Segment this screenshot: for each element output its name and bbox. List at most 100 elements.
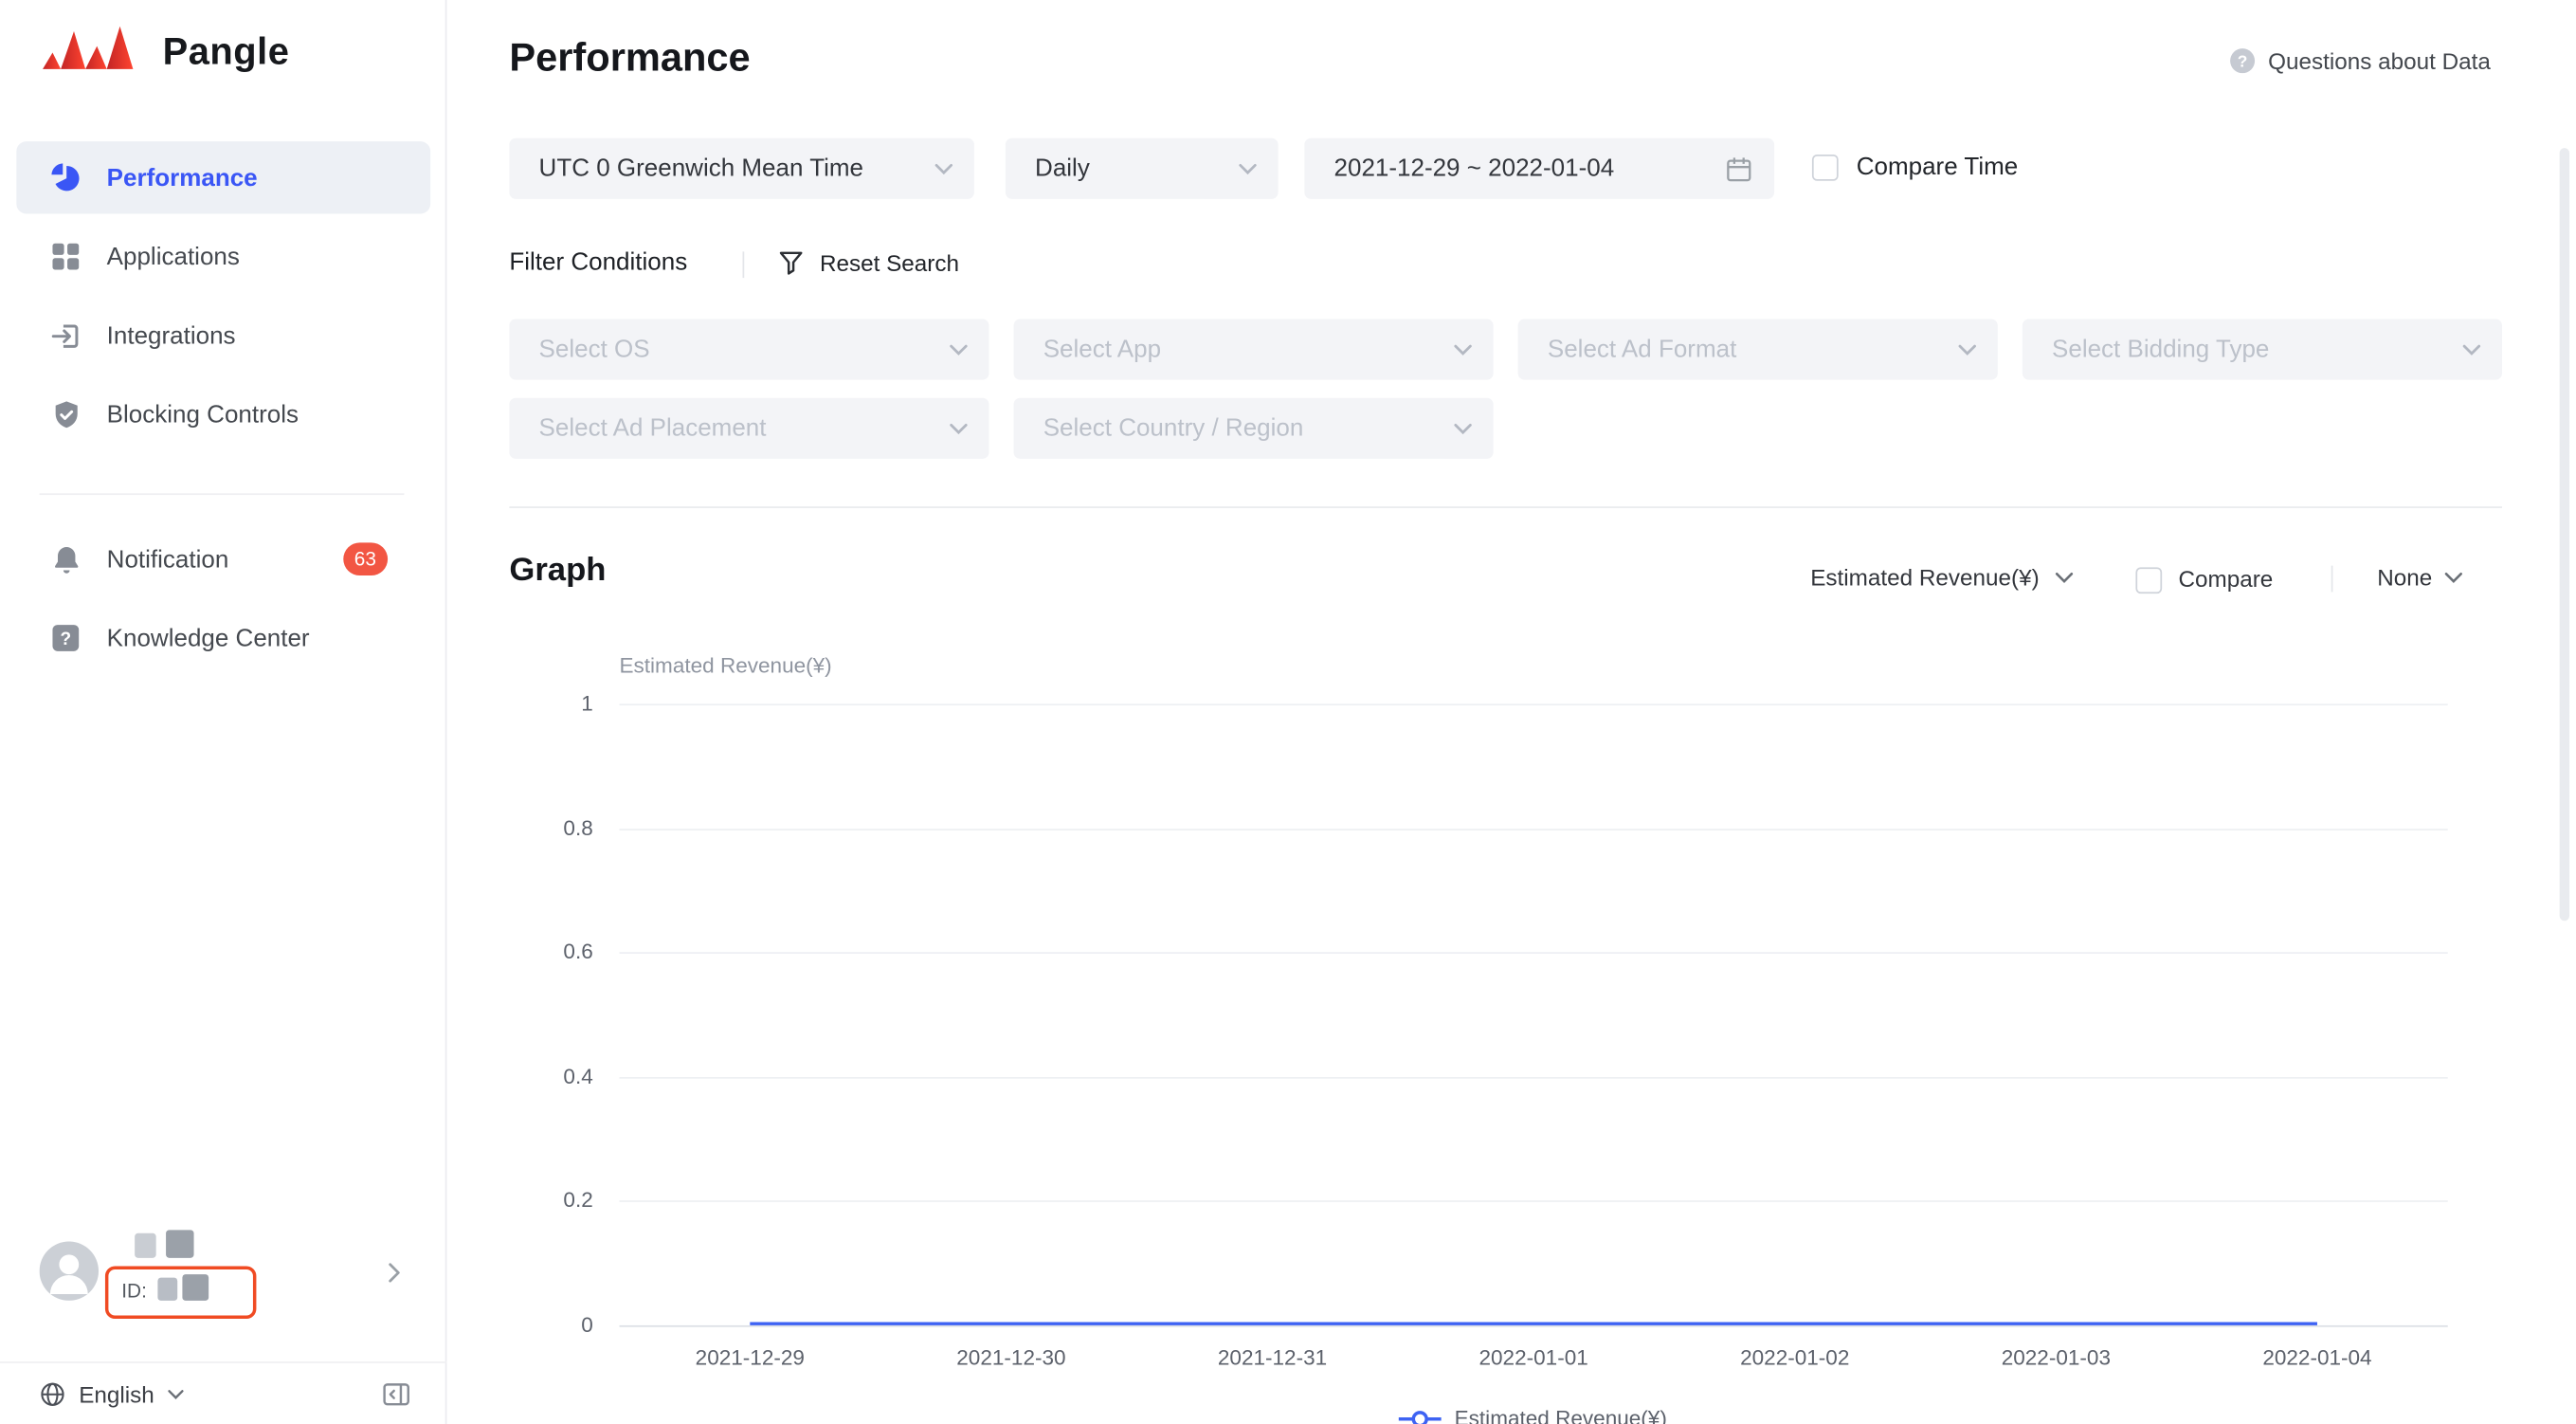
- sidebar-footer: English: [0, 1361, 447, 1424]
- x-axis-tick-label: 2022-01-01: [1478, 1344, 1588, 1370]
- select-country-region[interactable]: Select Country / Region: [1013, 397, 1494, 459]
- pangle-logo-icon: [43, 26, 134, 69]
- y-axis-tick-label: 0.2: [563, 1187, 593, 1213]
- sidebar-item-label: Knowledge Center: [106, 624, 310, 652]
- vertical-divider: [742, 251, 745, 279]
- metric-dropdown[interactable]: Estimated Revenue(¥): [1810, 564, 2074, 591]
- timezone-value: UTC 0 Greenwich Mean Time: [538, 155, 864, 183]
- select-ad-placement-placeholder: Select Ad Placement: [538, 414, 767, 443]
- sidebar-item-label: Applications: [106, 242, 240, 271]
- select-app-placeholder: Select App: [1043, 335, 1162, 364]
- filter-conditions-label: Filter Conditions: [509, 247, 688, 277]
- chevron-right-icon[interactable]: [388, 1261, 401, 1290]
- sidebar-item-label: Notification: [106, 544, 229, 574]
- x-axis-tick-label: 2022-01-03: [2001, 1344, 2111, 1370]
- date-range-picker[interactable]: 2021-12-29 ~ 2022-01-04: [1304, 137, 1775, 199]
- x-axis-tick-label: 2021-12-29: [695, 1344, 805, 1370]
- sidebar-item-applications[interactable]: Applications: [16, 220, 430, 292]
- chart-gridline: [619, 1076, 2448, 1079]
- section-divider: [509, 506, 2502, 508]
- chart-legend-label: Estimated Revenue(¥): [1454, 1405, 1667, 1424]
- chevron-down-icon: [1239, 163, 1257, 174]
- question-circle-icon: ?: [2229, 48, 2255, 74]
- granularity-select[interactable]: Daily: [1005, 137, 1279, 199]
- select-bidding-type[interactable]: Select Bidding Type: [2022, 319, 2502, 380]
- bell-icon: [49, 542, 82, 575]
- chart-legend[interactable]: Estimated Revenue(¥): [1398, 1405, 1667, 1424]
- chevron-down-icon: [2056, 572, 2074, 583]
- chevron-down-icon: [1958, 343, 1976, 355]
- sidebar-item-label: Performance: [106, 163, 258, 192]
- dimension-dropdown-value: None: [2377, 563, 2433, 591]
- chart-gridline: [619, 952, 2448, 955]
- grid-icon: [49, 240, 82, 273]
- chevron-down-icon: [950, 423, 968, 434]
- sidebar-item-knowledge-center[interactable]: ? Knowledge Center: [16, 602, 430, 674]
- y-axis-tick-label: 1: [581, 690, 593, 716]
- page-title: Performance: [509, 36, 751, 81]
- chevron-down-icon: [934, 163, 953, 174]
- compare-time-checkbox[interactable]: [1811, 155, 1839, 181]
- user-id-label: ID:: [121, 1279, 147, 1303]
- import-arrow-icon: [49, 319, 82, 352]
- sidebar-item-integrations[interactable]: Integrations: [16, 300, 430, 372]
- compare-label: Compare: [2178, 565, 2274, 593]
- reset-search-button[interactable]: Reset Search: [777, 248, 959, 276]
- select-country-region-placeholder: Select Country / Region: [1043, 414, 1304, 443]
- sidebar-item-label: Blocking Controls: [106, 400, 299, 429]
- compare-checkbox[interactable]: [2135, 567, 2163, 594]
- shield-icon: [49, 398, 82, 431]
- notification-badge: 63: [342, 542, 389, 576]
- date-range-value: 2021-12-29 ~ 2022-01-04: [1333, 155, 1615, 183]
- filter-funnel-icon: [779, 251, 803, 275]
- main-content: Performance ? Questions about Data UTC 0…: [446, 0, 2575, 1424]
- redacted-username-block: [135, 1232, 156, 1258]
- pie-chart-icon: [49, 161, 82, 194]
- reset-search-label: Reset Search: [819, 248, 960, 276]
- collapse-sidebar-icon[interactable]: [383, 1380, 410, 1407]
- select-app[interactable]: Select App: [1013, 319, 1494, 380]
- vertical-divider: [2331, 565, 2333, 593]
- y-axis-title: Estimated Revenue(¥): [619, 652, 832, 678]
- redacted-username-block: [166, 1230, 194, 1258]
- pangle-logo[interactable]: Pangle: [40, 23, 290, 79]
- x-axis-tick-label: 2021-12-30: [956, 1344, 1066, 1370]
- granularity-value: Daily: [1035, 155, 1090, 183]
- sidebar: Pangle Performance Applications: [0, 0, 447, 1424]
- metric-dropdown-value: Estimated Revenue(¥): [1810, 563, 2040, 591]
- chart-gridline: [619, 828, 2448, 831]
- timezone-select[interactable]: UTC 0 Greenwich Mean Time: [509, 137, 974, 199]
- questions-about-data-link[interactable]: ? Questions about Data: [2228, 47, 2491, 75]
- questions-about-data-label: Questions about Data: [2268, 47, 2491, 75]
- user-avatar[interactable]: [39, 1241, 100, 1301]
- redacted-id-block: [157, 1277, 178, 1301]
- chart-gridline: [619, 1324, 2448, 1327]
- scrollbar-thumb[interactable]: [2559, 148, 2570, 922]
- chevron-down-icon: [2462, 343, 2481, 355]
- question-square-icon: ?: [49, 622, 82, 655]
- sidebar-item-notification[interactable]: Notification 63: [16, 523, 430, 595]
- chevron-down-icon: [1454, 423, 1472, 434]
- chart-gridline: [619, 1200, 2448, 1203]
- redacted-id-block: [182, 1274, 209, 1301]
- chevron-down-icon: [2445, 572, 2463, 583]
- select-ad-format[interactable]: Select Ad Format: [1517, 319, 1998, 380]
- select-os[interactable]: Select OS: [509, 319, 989, 380]
- pangle-logo-text: Pangle: [162, 28, 290, 72]
- dimension-dropdown[interactable]: None: [2377, 564, 2463, 591]
- y-axis-tick-label: 0: [581, 1312, 593, 1338]
- revenue-line-chart: 0 0.2 0.4 0.6 0.8 1 2021-12-29 2021-12-30 2021-1…: [563, 690, 2448, 1370]
- select-ad-placement[interactable]: Select Ad Placement: [509, 397, 989, 459]
- chart-series-svg: [750, 1322, 2317, 1325]
- language-selector[interactable]: English: [40, 1380, 184, 1407]
- select-ad-format-placeholder: Select Ad Format: [1547, 335, 1737, 364]
- sidebar-item-performance[interactable]: Performance: [16, 141, 431, 214]
- sidebar-item-blocking-controls[interactable]: Blocking Controls: [16, 378, 430, 450]
- chevron-down-icon: [168, 1389, 184, 1399]
- language-label: English: [79, 1380, 154, 1407]
- x-axis-tick-label: 2022-01-04: [2262, 1344, 2372, 1370]
- legend-line-marker: [1398, 1410, 1442, 1424]
- calendar-icon: [1725, 155, 1752, 182]
- sidebar-divider: [39, 493, 405, 496]
